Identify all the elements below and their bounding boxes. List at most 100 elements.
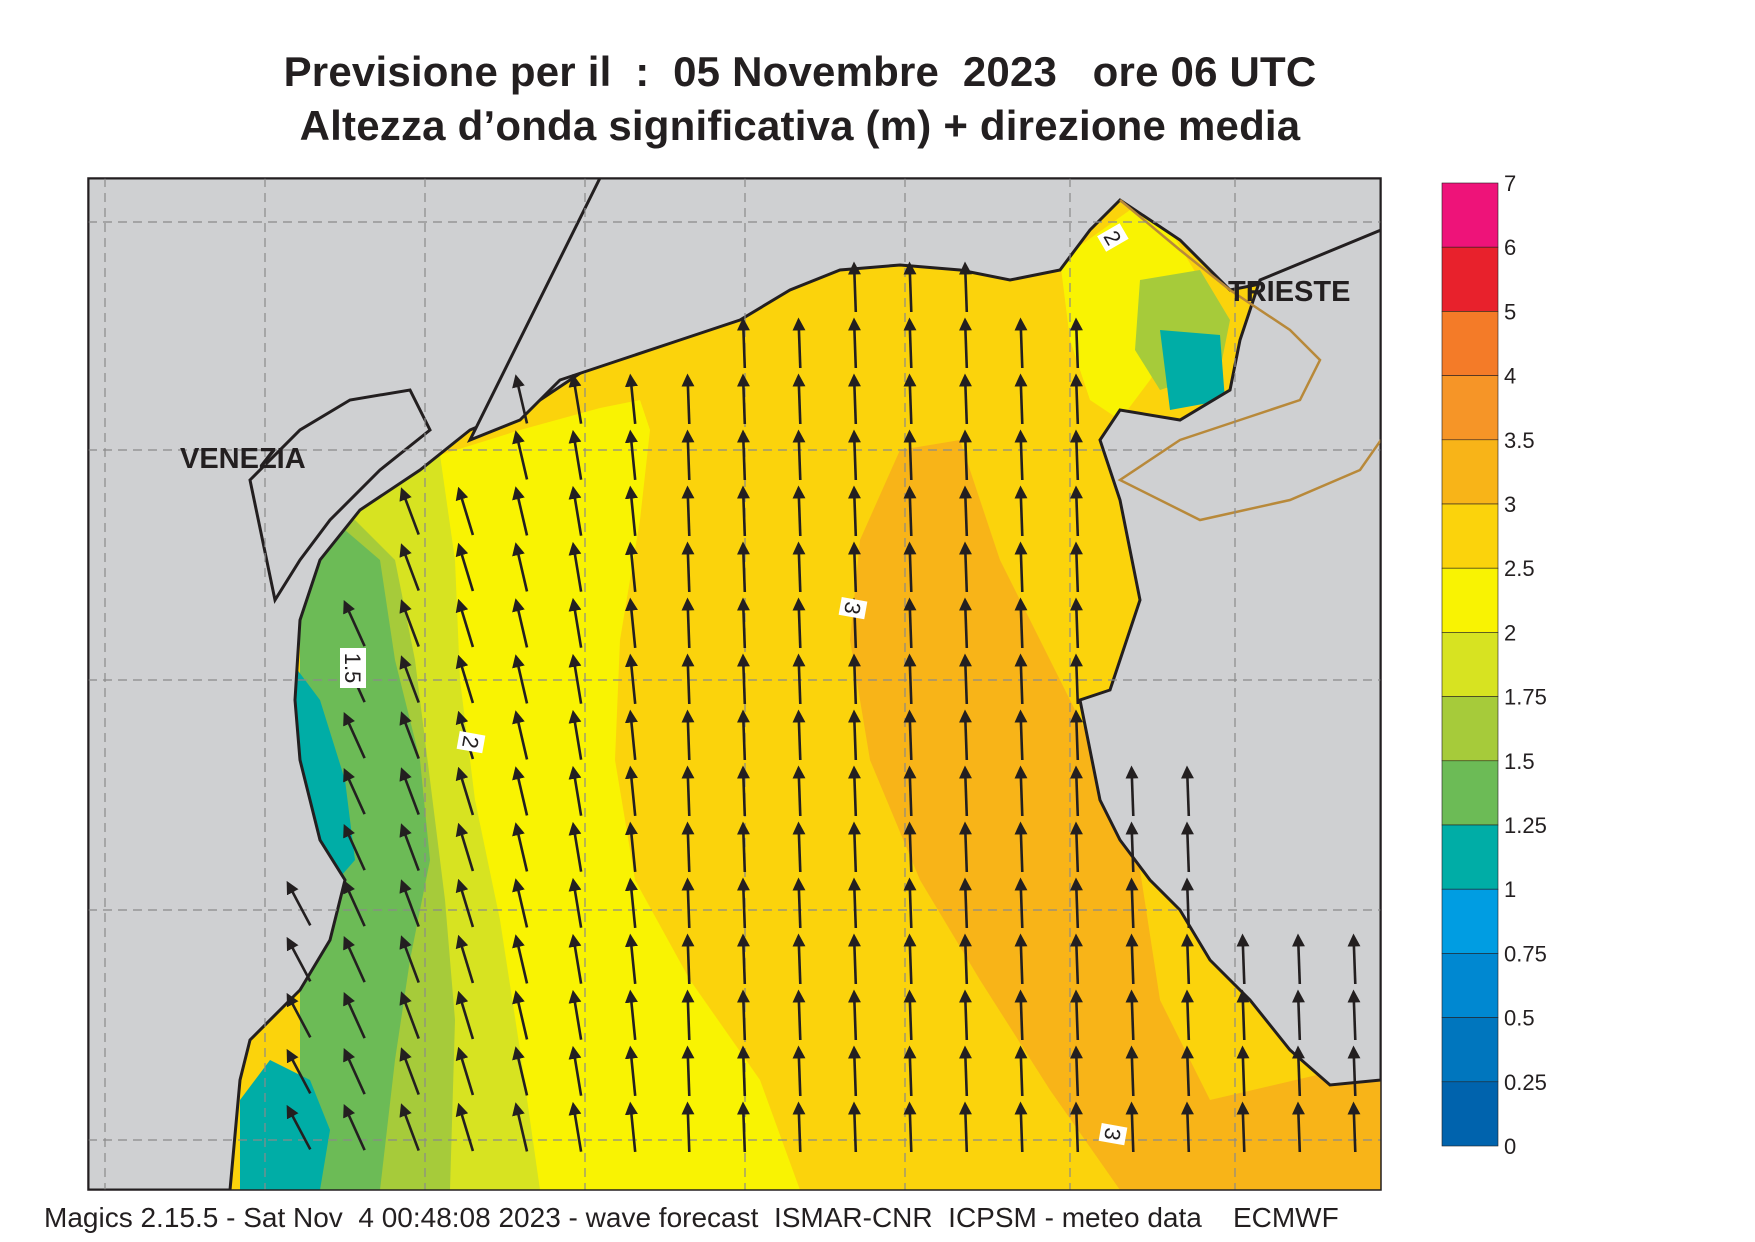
sea-1.25-1.5	[300, 530, 430, 1190]
wave-direction-arrow	[624, 933, 638, 985]
wave-direction-arrow	[736, 989, 750, 1041]
legend-swatch	[1441, 439, 1499, 505]
wave-direction-arrow	[1014, 989, 1028, 1041]
wave-direction-arrow	[512, 878, 529, 928]
wave-direction-arrow	[568, 541, 583, 592]
legend-swatch	[1441, 632, 1499, 697]
wave-direction-arrow	[568, 373, 583, 424]
legend-tick-label: 0.25	[1504, 1070, 1547, 1095]
wave-direction-arrow	[792, 541, 806, 593]
wave-direction-arrow	[792, 373, 806, 425]
wave-direction-arrow	[958, 709, 972, 761]
legend-tick-label: 1.25	[1504, 813, 1547, 838]
wave-direction-arrow	[1069, 821, 1083, 873]
wave-direction-arrow	[568, 821, 583, 872]
wave-direction-arrow	[903, 1045, 917, 1097]
wave-direction-arrow	[1180, 1045, 1194, 1097]
wave-direction-arrow	[736, 821, 750, 873]
wave-direction-arrow	[903, 485, 917, 537]
wave-direction-arrow	[399, 655, 420, 704]
wave-direction-arrow	[1069, 541, 1083, 593]
wave-direction-arrow	[681, 989, 695, 1041]
wave-direction-arrow	[1014, 821, 1028, 873]
wave-direction-arrow	[792, 485, 806, 537]
wave-direction-arrow	[847, 709, 861, 761]
wave-direction-arrow	[1069, 429, 1083, 481]
wave-direction-arrow	[568, 653, 583, 704]
wave-direction-arrow	[1014, 597, 1028, 649]
wave-direction-arrow	[343, 711, 366, 759]
wave-direction-arrow	[958, 429, 972, 481]
wave-direction-arrow	[624, 1101, 638, 1153]
legend-swatch	[1441, 1017, 1499, 1083]
wave-direction-arrow	[1069, 989, 1083, 1041]
wave-direction-arrow	[624, 765, 638, 817]
wave-direction-arrow	[958, 877, 972, 929]
wave-direction-arrow	[455, 934, 475, 984]
wave-direction-arrow	[903, 429, 917, 481]
legend-tick-label: 2.5	[1504, 556, 1535, 581]
wave-direction-arrow	[512, 486, 529, 536]
wave-direction-arrow	[847, 261, 861, 313]
wave-direction-arrow	[568, 1045, 583, 1096]
contour-label: 3	[839, 600, 866, 616]
wave-direction-arrow	[736, 933, 750, 985]
wave-direction-arrow	[847, 653, 861, 705]
wave-direction-arrow	[903, 989, 917, 1041]
wave-direction-arrow	[512, 374, 529, 424]
wave-direction-arrow	[792, 821, 806, 873]
wave-direction-arrow	[792, 317, 806, 369]
wave-direction-arrow	[847, 933, 861, 985]
wave-direction-arrow	[1014, 317, 1028, 369]
wave-direction-arrow	[1069, 1045, 1083, 1097]
wave-direction-arrow	[792, 429, 806, 481]
wave-direction-arrow	[847, 1045, 861, 1097]
wave-direction-arrow	[847, 877, 861, 929]
wave-direction-arrow	[399, 599, 420, 648]
contour-label: 2	[457, 734, 484, 750]
wave-direction-arrow	[1014, 485, 1028, 537]
wave-direction-arrow	[1069, 765, 1083, 817]
wave-direction-arrow	[624, 541, 638, 593]
wave-direction-arrow	[286, 1048, 312, 1095]
legend-swatch	[1441, 888, 1499, 954]
wave-direction-arrow	[624, 485, 638, 537]
wave-direction-arrow	[1014, 1101, 1028, 1153]
legend-tick-label: 1.75	[1504, 685, 1547, 710]
wave-direction-arrow	[1069, 933, 1083, 985]
wave-direction-arrow	[847, 317, 861, 369]
wave-direction-arrow	[1291, 1101, 1305, 1153]
wave-direction-arrow	[903, 765, 917, 817]
wave-direction-arrow	[958, 989, 972, 1041]
wave-direction-arrow	[1014, 373, 1028, 425]
place-label-venezia: VENEZIA	[180, 443, 306, 475]
wave-direction-arrow	[624, 821, 638, 873]
wave-direction-arrow	[903, 877, 917, 929]
wave-direction-arrow	[1069, 653, 1083, 705]
wave-direction-arrow	[1069, 597, 1083, 649]
wave-direction-arrow	[903, 597, 917, 649]
wave-direction-arrow	[568, 989, 583, 1040]
wave-direction-arrow	[512, 430, 529, 480]
legend-tick-label: 0.5	[1504, 1006, 1535, 1031]
wave-direction-arrow	[1180, 765, 1194, 817]
wave-direction-arrow	[399, 991, 420, 1040]
wave-direction-arrow	[455, 990, 475, 1040]
wave-direction-arrow	[1125, 765, 1139, 817]
wave-direction-arrow	[512, 934, 529, 984]
legend-swatch	[1441, 824, 1499, 890]
wave-direction-arrow	[1014, 877, 1028, 929]
wave-direction-arrow	[681, 1101, 695, 1153]
wave-direction-arrow	[736, 1045, 750, 1097]
wave-direction-arrow	[343, 991, 366, 1039]
place-label-trieste: TRIESTE	[1228, 276, 1350, 308]
legend-tick-label: 1.5	[1504, 749, 1535, 774]
wave-direction-arrow	[1291, 933, 1305, 985]
legend-tick-label: 4	[1504, 364, 1516, 389]
wave-direction-arrow	[512, 990, 529, 1040]
wave-direction-arrow	[1014, 765, 1028, 817]
wave-direction-arrow	[455, 878, 475, 928]
wave-direction-arrow	[455, 1102, 475, 1152]
legend-tick-label: 0.75	[1504, 941, 1547, 966]
wave-direction-arrow	[455, 822, 475, 872]
